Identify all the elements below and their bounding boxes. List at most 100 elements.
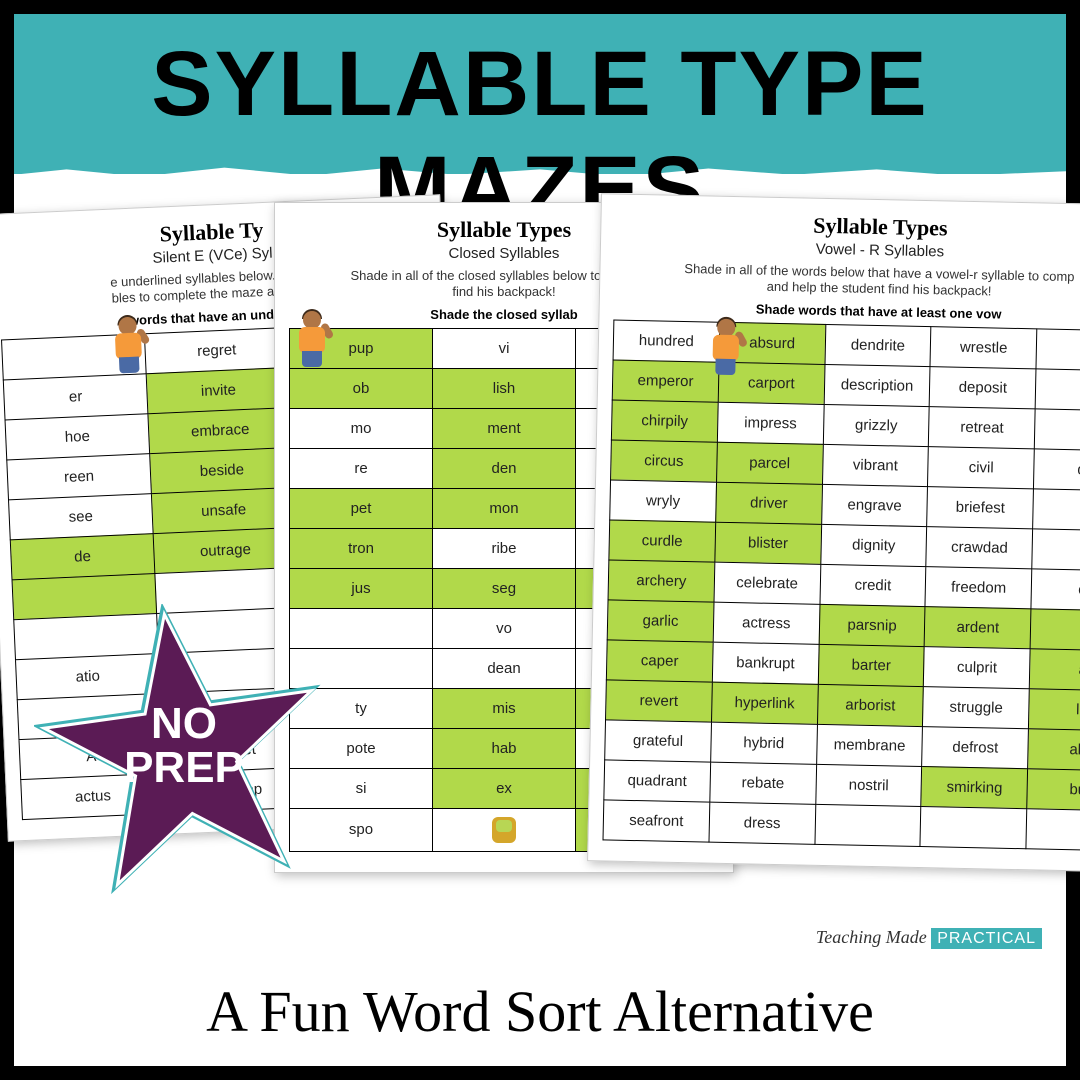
table-cell: vo bbox=[433, 608, 576, 648]
table-cell: caper bbox=[606, 639, 713, 681]
table-cell: mis bbox=[433, 688, 576, 728]
table-cell: wryly bbox=[610, 479, 717, 521]
table-cell: regret bbox=[144, 327, 289, 373]
table-cell: grizzly bbox=[823, 404, 930, 446]
table-cell bbox=[1033, 488, 1080, 530]
table-cell: lish bbox=[433, 368, 576, 408]
student-icon bbox=[702, 318, 749, 377]
table-cell: reen bbox=[7, 453, 152, 499]
table-cell bbox=[1036, 328, 1080, 370]
table-cell: jus bbox=[290, 568, 433, 608]
student-icon bbox=[104, 316, 152, 376]
table-cell: culprit bbox=[924, 646, 1031, 688]
table-cell: see bbox=[8, 493, 153, 539]
sheet2-inst-b: find his backpack! bbox=[452, 284, 555, 299]
sheet3-instructions: Shade in all of the words below that hav… bbox=[618, 260, 1080, 303]
table-cell bbox=[815, 804, 922, 846]
table-cell: hoe bbox=[5, 413, 150, 459]
table-cell: embrace bbox=[148, 407, 293, 453]
table-cell: ob bbox=[290, 368, 433, 408]
table-cell: ex bbox=[433, 768, 576, 808]
table-cell: beside bbox=[150, 447, 295, 493]
table-cell: curdle bbox=[609, 519, 716, 561]
table-cell: grateful bbox=[605, 719, 712, 761]
table-cell: barter bbox=[818, 644, 925, 686]
table-cell: bankrupt bbox=[712, 642, 819, 684]
sheet3-table: hundredabsurddendritewrestleemperorcarpo… bbox=[603, 319, 1080, 851]
table-cell: dis bbox=[1034, 448, 1080, 490]
table-cell: hybrid bbox=[710, 722, 817, 764]
table-cell: dignity bbox=[820, 524, 927, 566]
table-cell: dean bbox=[433, 648, 576, 688]
table-cell: membrane bbox=[816, 724, 923, 766]
table-cell bbox=[1032, 528, 1080, 570]
table-cell: vibrant bbox=[822, 444, 929, 486]
table-cell: retreat bbox=[929, 406, 1036, 448]
table-cell: civil bbox=[928, 446, 1035, 488]
star-text: NO PREP bbox=[34, 702, 334, 790]
table-cell: de bbox=[10, 533, 155, 579]
student-icon bbox=[289, 311, 335, 369]
table-cell: seafront bbox=[603, 799, 710, 841]
table-cell: ardent bbox=[925, 606, 1032, 648]
table-cell: a bbox=[1029, 648, 1080, 690]
table-cell: parcel bbox=[716, 442, 823, 484]
table-cell: credit bbox=[820, 564, 927, 606]
table-cell: dendrite bbox=[825, 324, 932, 366]
table-cell: garlic bbox=[607, 599, 714, 641]
table-cell: hyperlink bbox=[711, 682, 818, 724]
footer-text: A Fun Word Sort Alternative bbox=[206, 978, 874, 1045]
table-cell: s bbox=[1030, 608, 1080, 650]
table-cell: circus bbox=[611, 439, 718, 481]
table-cell: smirking bbox=[921, 766, 1028, 808]
table-cell: freedom bbox=[925, 566, 1032, 608]
table-cell bbox=[1035, 368, 1080, 410]
table-cell: ment bbox=[433, 408, 576, 448]
table-cell: defrost bbox=[922, 726, 1029, 768]
worksheet-vowel-r: Syllable Types Vowel - R Syllables Shade… bbox=[587, 193, 1080, 872]
table-cell: actress bbox=[713, 602, 820, 644]
table-cell: arborist bbox=[817, 684, 924, 726]
table-cell: deposit bbox=[930, 366, 1037, 408]
table-cell bbox=[1034, 408, 1080, 450]
table-cell: mo bbox=[290, 408, 433, 448]
table-cell: seg bbox=[433, 568, 576, 608]
table-cell: driver bbox=[715, 482, 822, 524]
table-cell: quadrant bbox=[604, 759, 711, 801]
table-cell: struggle bbox=[923, 686, 1030, 728]
star-line2: PREP bbox=[124, 743, 244, 792]
table-cell bbox=[433, 808, 576, 851]
no-prep-star: NO PREP bbox=[34, 604, 334, 904]
table-cell bbox=[920, 806, 1027, 848]
table-cell: vi bbox=[433, 328, 576, 368]
table-cell: tron bbox=[290, 528, 433, 568]
table-cell: mon bbox=[433, 488, 576, 528]
table-cell: archery bbox=[608, 559, 715, 601]
table-cell: parsnip bbox=[819, 604, 926, 646]
table-cell: pet bbox=[290, 488, 433, 528]
table-cell: lu bbox=[1029, 688, 1080, 730]
table-cell: re bbox=[290, 448, 433, 488]
table-cell: chirpily bbox=[611, 399, 718, 441]
table-cell: invite bbox=[146, 367, 291, 413]
backpack-icon bbox=[492, 817, 516, 843]
table-cell: hab bbox=[433, 728, 576, 768]
table-cell: dress bbox=[709, 802, 816, 844]
table-cell: wrestle bbox=[930, 326, 1037, 368]
table-cell: er bbox=[3, 373, 148, 419]
table-cell: rebate bbox=[710, 762, 817, 804]
star-line1: NO bbox=[151, 699, 217, 748]
table-cell: crawdad bbox=[926, 526, 1033, 568]
table-cell: description bbox=[824, 364, 931, 406]
table-cell: revert bbox=[606, 679, 713, 721]
brand-b: PRACTICAL bbox=[931, 928, 1042, 949]
table-cell: of bbox=[1031, 568, 1080, 610]
footer-band: A Fun Word Sort Alternative bbox=[14, 956, 1066, 1066]
table-cell: engrave bbox=[821, 484, 928, 526]
table-cell: nostril bbox=[815, 764, 922, 806]
brand-watermark: Teaching Made PRACTICAL bbox=[816, 927, 1042, 948]
table-cell: alle bbox=[1028, 728, 1080, 770]
table-cell: impress bbox=[717, 402, 824, 444]
table-cell: blister bbox=[715, 522, 822, 564]
table-cell: celebrate bbox=[714, 562, 821, 604]
